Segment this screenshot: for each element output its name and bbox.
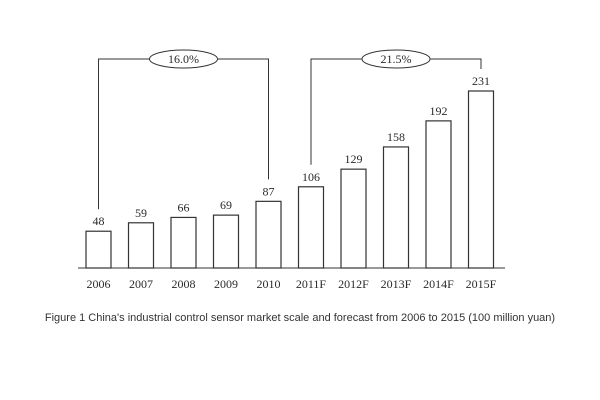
growth-rate-label-1: 16.0%: [168, 52, 199, 66]
growth-rate-label-2: 21.5%: [381, 52, 412, 66]
data-label-2010: 87: [263, 184, 275, 198]
bar-2011F: [297, 186, 325, 269]
tick-label-2014F: 2014F: [423, 277, 454, 291]
figure-caption: Figure 1 China's industrial control sens…: [44, 312, 556, 324]
tick-label-2011F: 2011F: [296, 277, 327, 291]
tick-label-2013F: 2013F: [381, 277, 412, 291]
bar-2007: [127, 222, 155, 269]
data-label-2009: 69: [220, 198, 232, 212]
bar-2012F: [340, 168, 367, 269]
tick-label-2010: 2010: [257, 277, 281, 291]
tick-label-2007: 2007: [129, 277, 153, 291]
growth-rate-oval-2: [361, 49, 431, 69]
bar-series: 48 59 66 69 87 106 129 158 192 231: [85, 74, 495, 269]
tick-label-2006: 2006: [87, 277, 111, 291]
growth-annotations: 16.0% 21.5%: [98, 49, 482, 210]
tick-label-2009: 2009: [214, 277, 238, 291]
tick-label-2008: 2008: [172, 277, 196, 291]
bar-2014F: [425, 120, 452, 269]
bar-2008: [170, 216, 197, 269]
bar-2006: [85, 230, 112, 269]
growth-bracket-1: [98, 58, 269, 210]
data-label-2006: 48: [93, 214, 105, 228]
bar-2010: [255, 200, 282, 269]
data-label-2015F: 231: [472, 74, 490, 88]
bar-2015F: [467, 90, 495, 269]
data-label-2014F: 192: [430, 104, 448, 118]
data-label-2012F: 129: [345, 152, 363, 166]
x-axis-tick-labels: 2006 2007 2008 2009 2010 2011F 2012F 2013F 2014F…: [87, 277, 497, 291]
tick-label-2015F: 2015F: [466, 277, 497, 291]
data-label-2011F: 106: [302, 170, 320, 184]
bar-2013F: [382, 146, 410, 269]
data-label-2008: 66: [178, 200, 190, 214]
bar-2009: [212, 214, 240, 269]
data-label-2007: 59: [135, 206, 147, 220]
tick-label-2012F: 2012F: [338, 277, 369, 291]
data-label-2013F: 158: [387, 130, 405, 144]
growth-rate-oval-1: [149, 49, 218, 69]
